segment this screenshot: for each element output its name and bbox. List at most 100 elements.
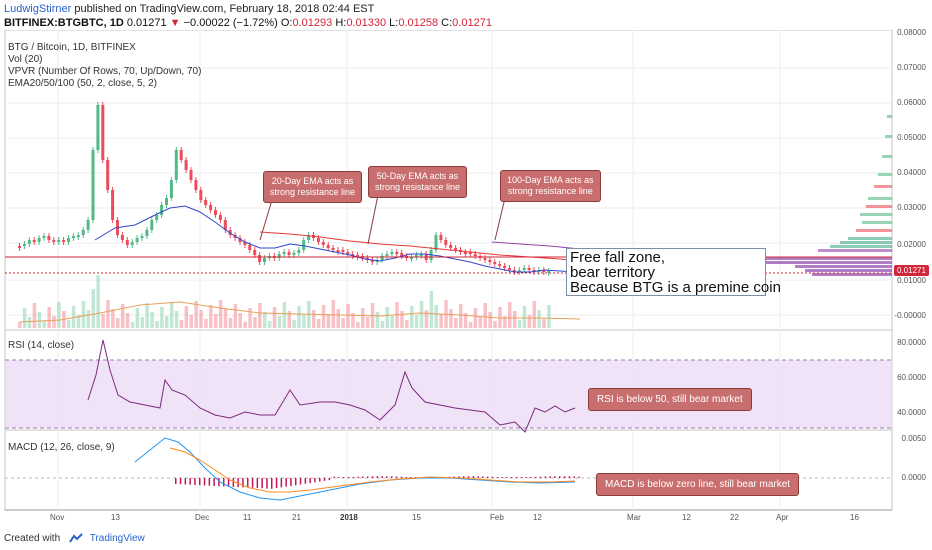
candle	[37, 238, 41, 242]
candle	[468, 252, 472, 254]
candle	[263, 258, 266, 262]
macd-hist-bar	[304, 478, 307, 484]
candle	[106, 160, 110, 190]
candle	[27, 240, 31, 244]
last-price-tag: 0.01271	[894, 265, 929, 276]
macd-hist-bar	[223, 478, 225, 487]
legend-macd[interactable]: MACD (12, 26, close, 9)	[8, 442, 115, 453]
volume-bar	[37, 312, 42, 328]
volume-bar	[336, 309, 340, 328]
candle	[18, 246, 21, 248]
candle	[101, 105, 105, 160]
candle	[542, 270, 546, 272]
volume-bar	[238, 313, 242, 328]
volume-bar	[199, 310, 203, 328]
volume-bar	[400, 311, 404, 328]
candle	[321, 242, 325, 245]
volume-bar	[493, 321, 497, 328]
macd-hist-bar	[386, 476, 388, 478]
candle	[165, 198, 168, 205]
author-link[interactable]: LudwigStirner	[4, 3, 72, 15]
symbol-label: BITFINEX:BTGBTC, 1D	[4, 17, 124, 29]
macd-hist-bar	[266, 478, 268, 489]
legend-vpvr[interactable]: VPVR (Number Of Rows, 70, Up/Down, 70)	[8, 66, 202, 77]
macd-hist-bar	[314, 478, 316, 483]
candle	[258, 255, 262, 262]
note-line-1: Free fall zone,	[570, 249, 666, 266]
legend-vol[interactable]: Vol (20)	[8, 54, 43, 65]
candle	[86, 220, 90, 230]
volume-bar	[454, 318, 458, 328]
close-label: C:	[441, 17, 453, 29]
ema50-annotation[interactable]: 50-Day EMA acts as strong resistance line	[368, 166, 468, 198]
volume-bar	[429, 291, 434, 328]
time-axis-label: 2018	[340, 513, 358, 522]
macd-hist-bar	[328, 478, 331, 481]
ema50-annotation-line1: 50-Day EMA acts as	[376, 171, 459, 181]
volume-bar	[76, 315, 81, 328]
volume-bar	[542, 319, 546, 328]
candle	[194, 180, 198, 190]
candle	[42, 236, 46, 238]
volume-bar	[439, 314, 443, 328]
volume-bar	[292, 320, 296, 328]
note-line-3: Because BTG is a premine coin	[570, 279, 781, 296]
volume-bar	[434, 305, 438, 328]
macd-hist-bar	[477, 476, 479, 478]
candle	[498, 264, 502, 266]
legend-rsi[interactable]: RSI (14, close)	[8, 340, 75, 351]
candle	[238, 238, 242, 242]
macd-hist-bar	[554, 476, 556, 478]
macd-line	[134, 437, 576, 501]
ema20-annotation[interactable]: 20-Day EMA acts as strong resistance line	[263, 171, 363, 203]
volume-bars	[18, 275, 551, 328]
candle	[179, 150, 183, 160]
macd-hist-bar	[285, 478, 287, 487]
time-axis-label: 11	[243, 513, 252, 522]
price-axis-label: 0.07000	[897, 63, 926, 72]
macd-hist-bar	[271, 478, 273, 489]
macd-annotation[interactable]: MACD is below zero line, still bear mark…	[596, 473, 800, 496]
candle	[155, 215, 159, 220]
candle	[547, 271, 551, 273]
macd-hist-bar	[491, 476, 494, 478]
chart-area[interactable]	[0, 29, 932, 520]
candle	[444, 240, 448, 245]
candle	[209, 205, 213, 210]
volume-bar	[522, 306, 527, 328]
rsi-annotation[interactable]: RSI is below 50, still bear market	[588, 388, 752, 411]
candle	[62, 240, 66, 242]
candle	[204, 200, 208, 205]
volume-bar	[351, 313, 355, 328]
volume-bar	[512, 311, 517, 328]
legend-ema[interactable]: EMA20/50/100 (50, 2, close, 5, 2)	[8, 78, 157, 89]
candle	[47, 236, 51, 240]
ema100-pointer	[494, 197, 506, 241]
volume-bar	[312, 310, 316, 328]
chart-canvas[interactable]	[0, 29, 932, 520]
volume-bar	[81, 301, 86, 328]
text-note[interactable]: Free fall zone, bear territory Because B…	[566, 248, 781, 296]
tradingview-brand-link[interactable]: TradingView	[89, 533, 145, 544]
ema100-annotation-line2: strong resistance line	[507, 186, 593, 196]
volume-bar	[71, 306, 76, 328]
time-axis-label: 21	[292, 513, 301, 522]
time-axis-label: 13	[111, 513, 120, 522]
volume-bar	[160, 307, 164, 328]
candle	[370, 260, 374, 262]
time-axis-label: Mar	[627, 513, 641, 522]
candle	[297, 250, 301, 253]
volume-bar	[106, 300, 110, 328]
candle	[385, 254, 389, 256]
macd-hist-bar	[237, 478, 239, 488]
ema100-annotation[interactable]: 100-Day EMA acts as strong resistance lin…	[500, 170, 601, 202]
candle	[57, 240, 61, 242]
volume-bar	[52, 316, 56, 328]
volume-bar	[414, 315, 419, 328]
volume-bar	[287, 311, 291, 328]
candle	[52, 240, 56, 242]
volume-bar	[96, 275, 100, 328]
candle	[111, 190, 115, 220]
candle	[67, 238, 70, 242]
macd-hist-bar	[467, 476, 470, 478]
